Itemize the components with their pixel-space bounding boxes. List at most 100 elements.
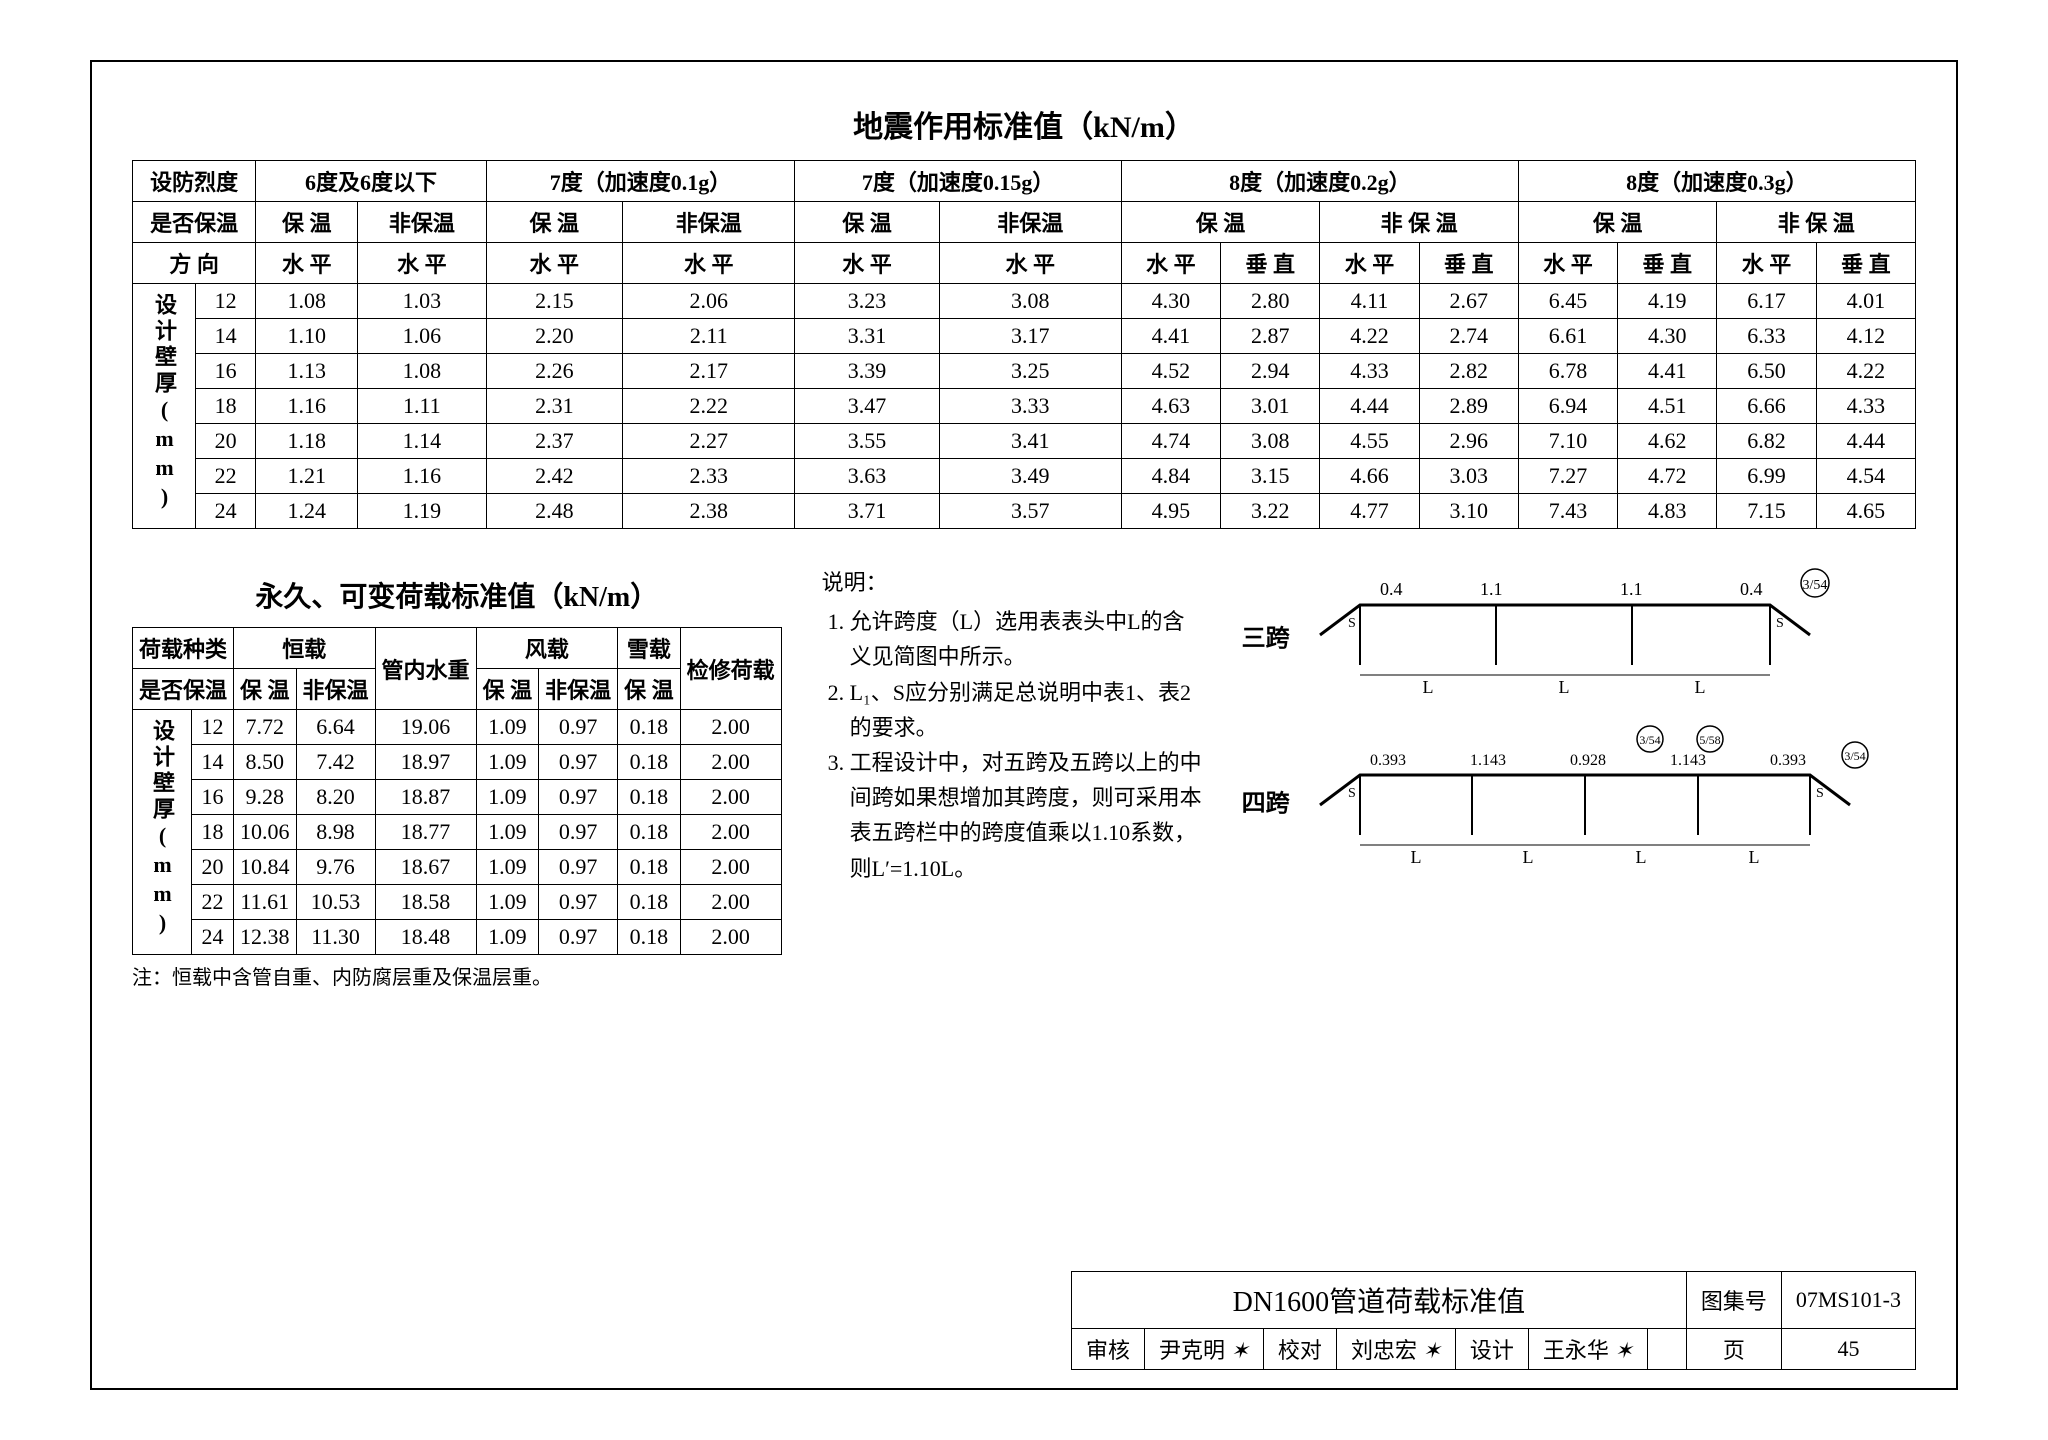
t1-cell: 2.11 [623, 319, 795, 354]
t1-h-insul: 是否保温 [133, 202, 256, 243]
t1-cell: 4.55 [1320, 424, 1419, 459]
span3-diagram: L L L 0.4 1.1 1.1 0.4 3/54 S S [1310, 565, 1830, 705]
t1-cell: 2.42 [486, 459, 622, 494]
t2-cell: 8.50 [234, 745, 297, 780]
t1-cell: 2.22 [623, 389, 795, 424]
t2-cell: 0.97 [539, 920, 618, 955]
t1-thickness: 18 [196, 389, 256, 424]
t2-cell: 0.97 [539, 745, 618, 780]
t2-cell: 0.18 [618, 885, 681, 920]
t1-cell: 3.01 [1221, 389, 1320, 424]
svg-text:S: S [1816, 786, 1824, 801]
note-item: L₁、S应分别满足总说明中表1、表2的要求。 [850, 675, 1202, 745]
design-label: 设计 [1455, 1329, 1528, 1370]
t1-cell: 4.95 [1121, 494, 1220, 529]
t1-cell: 6.66 [1717, 389, 1816, 424]
note-item: 允许跨度（L）选用表表头中L的含义见简图中所示。 [850, 604, 1202, 674]
t1-cell: 4.83 [1618, 494, 1717, 529]
t1-cell: 2.87 [1221, 319, 1320, 354]
t2-cell: 2.00 [680, 745, 781, 780]
t1-h-dir: 方 向 [133, 243, 256, 284]
svg-text:0.4: 0.4 [1380, 579, 1403, 599]
t2-cell: 12.38 [234, 920, 297, 955]
t1-cell: 4.74 [1121, 424, 1220, 459]
t2-cell: 1.09 [476, 780, 539, 815]
t2-cell: 0.18 [618, 745, 681, 780]
svg-text:0.393: 0.393 [1770, 752, 1806, 769]
t2-cell: 8.20 [296, 780, 375, 815]
diagrams: 三跨 L L L 0.4 1.1 1.1 0.4 [1242, 565, 1916, 895]
span4-diagram: L L L L 0.393 1.143 0.928 1.143 0.393 3/… [1310, 725, 1870, 875]
t2-cell: 11.30 [296, 920, 375, 955]
t1-cell: 1.14 [358, 424, 487, 459]
t1-cell: 6.94 [1518, 389, 1617, 424]
t1-thickness: 24 [196, 494, 256, 529]
t1-cell: 4.84 [1121, 459, 1220, 494]
t2-thickness: 20 [192, 850, 234, 885]
t2-h-loadtype: 荷载种类 [133, 628, 234, 669]
t1-cell: 7.15 [1717, 494, 1816, 529]
svg-text:0.928: 0.928 [1570, 752, 1606, 769]
svg-text:0.393: 0.393 [1370, 752, 1406, 769]
t1-cell: 3.39 [795, 354, 939, 389]
svg-text:1.143: 1.143 [1470, 752, 1506, 769]
svg-text:L: L [1558, 677, 1569, 697]
t2-cell: 18.58 [375, 885, 476, 920]
t2-h-insul: 是否保温 [133, 669, 234, 710]
t1-cell: 1.24 [256, 494, 358, 529]
t1-intensity-4: 8度（加速度0.3g） [1518, 161, 1915, 202]
t1-intensity-1: 7度（加速度0.1g） [486, 161, 795, 202]
seismic-table: 设防烈度 6度及6度以下 7度（加速度0.1g） 7度（加速度0.15g） 8度… [132, 160, 1916, 529]
t1-cell: 4.77 [1320, 494, 1419, 529]
svg-text:3/54: 3/54 [1639, 733, 1660, 747]
t1-cell: 1.16 [358, 459, 487, 494]
t2-cell: 0.97 [539, 710, 618, 745]
t1-cell: 6.61 [1518, 319, 1617, 354]
t2-cell: 0.18 [618, 710, 681, 745]
t1-cell: 4.41 [1618, 354, 1717, 389]
t1-cell: 1.19 [358, 494, 487, 529]
t1-cell: 4.52 [1121, 354, 1220, 389]
t1-cell: 1.21 [256, 459, 358, 494]
t1-cell: 3.17 [939, 319, 1121, 354]
notes-block: 说明： 允许跨度（L）选用表表头中L的含义见简图中所示。L₁、S应分别满足总说明… [822, 565, 1202, 886]
t2-cell: 0.97 [539, 850, 618, 885]
t1-cell: 6.45 [1518, 284, 1617, 319]
t2-cell: 0.18 [618, 815, 681, 850]
t2-cell: 2.00 [680, 850, 781, 885]
svg-text:S: S [1776, 616, 1784, 631]
t1-cell: 4.33 [1816, 389, 1915, 424]
t1-cell: 3.63 [795, 459, 939, 494]
t1-cell: 3.47 [795, 389, 939, 424]
t1-cell: 4.22 [1816, 354, 1915, 389]
span3-label: 三跨 [1242, 618, 1290, 653]
t2-thickness: 24 [192, 920, 234, 955]
svg-text:1.1: 1.1 [1620, 579, 1643, 599]
note-item: 工程设计中，对五跨及五跨以上的中间跨如果想增加其跨度，则可采用本表五跨栏中的跨度… [850, 745, 1202, 886]
t1-cell: 4.19 [1618, 284, 1717, 319]
t2-cell: 19.06 [375, 710, 476, 745]
t1-cell: 6.50 [1717, 354, 1816, 389]
t2-h-thick: 设计壁厚(mm) [133, 710, 192, 955]
t1-cell: 1.10 [256, 319, 358, 354]
t1-cell: 2.82 [1419, 354, 1518, 389]
set-no: 07MS101-3 [1781, 1272, 1915, 1329]
t2-cell: 18.67 [375, 850, 476, 885]
table2-footnote: 注：恒载中含管自重、内防腐层重及保温层重。 [132, 961, 782, 990]
t1-thickness: 16 [196, 354, 256, 389]
t2-cell: 2.00 [680, 920, 781, 955]
review-label: 审核 [1071, 1329, 1144, 1370]
svg-text:L: L [1748, 847, 1759, 867]
t2-thickness: 12 [192, 710, 234, 745]
t1-cell: 3.08 [1221, 424, 1320, 459]
t1-h-thick: 设计壁厚(mm) [133, 284, 196, 529]
t2-cell: 0.97 [539, 885, 618, 920]
notes-heading: 说明： [822, 565, 1202, 600]
t2-cell: 10.06 [234, 815, 297, 850]
t1-cell: 3.33 [939, 389, 1121, 424]
t2-cell: 1.09 [476, 885, 539, 920]
t1-thickness: 22 [196, 459, 256, 494]
svg-text:0.4: 0.4 [1740, 579, 1763, 599]
t2-cell: 0.18 [618, 780, 681, 815]
t1-cell: 1.13 [256, 354, 358, 389]
